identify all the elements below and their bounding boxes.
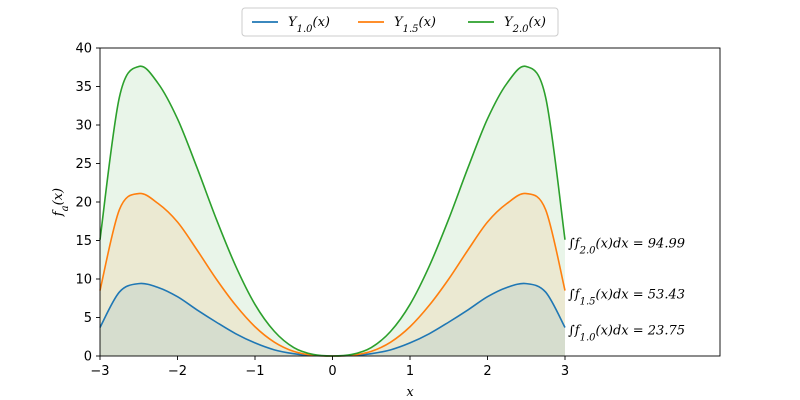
y-tick-label: 5 xyxy=(84,311,92,326)
y-tick-label: 25 xyxy=(75,157,92,172)
y-tick-label: 10 xyxy=(75,273,92,288)
legend-label-1: Y1.0(x) xyxy=(288,15,330,35)
y-tick-label: 0 xyxy=(84,350,92,365)
series-fills xyxy=(100,66,565,357)
y-tick-label: 30 xyxy=(75,119,92,134)
y-tick-label: 40 xyxy=(75,42,92,57)
x-tick-label: 3 xyxy=(561,364,569,379)
legend-label-3: Y2.0(x) xyxy=(504,15,546,35)
fill-series-1 xyxy=(100,283,565,356)
x-tick-label: −2 xyxy=(168,364,187,379)
y-axis-label: fa(x) xyxy=(51,188,71,217)
x-tick-label: 2 xyxy=(483,364,491,379)
integral-label-3: ∫f2.0(x)dx = 94.99 xyxy=(568,237,685,257)
legend-label-2: Y1.5(x) xyxy=(394,15,436,35)
legend: Y1.0(x) Y1.5(x) Y2.0(x) xyxy=(241,7,559,37)
x-tick-label: 0 xyxy=(328,364,336,379)
fill-series-3 xyxy=(100,66,565,357)
x-axis-label: x xyxy=(406,385,414,400)
integral-label-2: ∫f1.5(x)dx = 53.43 xyxy=(568,287,685,307)
y-tick-label: 20 xyxy=(75,196,92,211)
y-tick-label: 35 xyxy=(75,80,92,95)
legend-box xyxy=(241,7,559,37)
x-tick-label: −1 xyxy=(245,364,264,379)
integral-annotations: ∫f1.0(x)dx = 23.75 ∫f1.5(x)dx = 53.43 ∫f2.… xyxy=(568,237,685,344)
x-tick-label: −3 xyxy=(90,364,109,379)
fill-series-2 xyxy=(100,193,565,356)
y-tick-label: 15 xyxy=(75,234,92,249)
integral-label-1: ∫f1.0(x)dx = 23.75 xyxy=(568,324,685,344)
x-tick-label: 1 xyxy=(406,364,414,379)
